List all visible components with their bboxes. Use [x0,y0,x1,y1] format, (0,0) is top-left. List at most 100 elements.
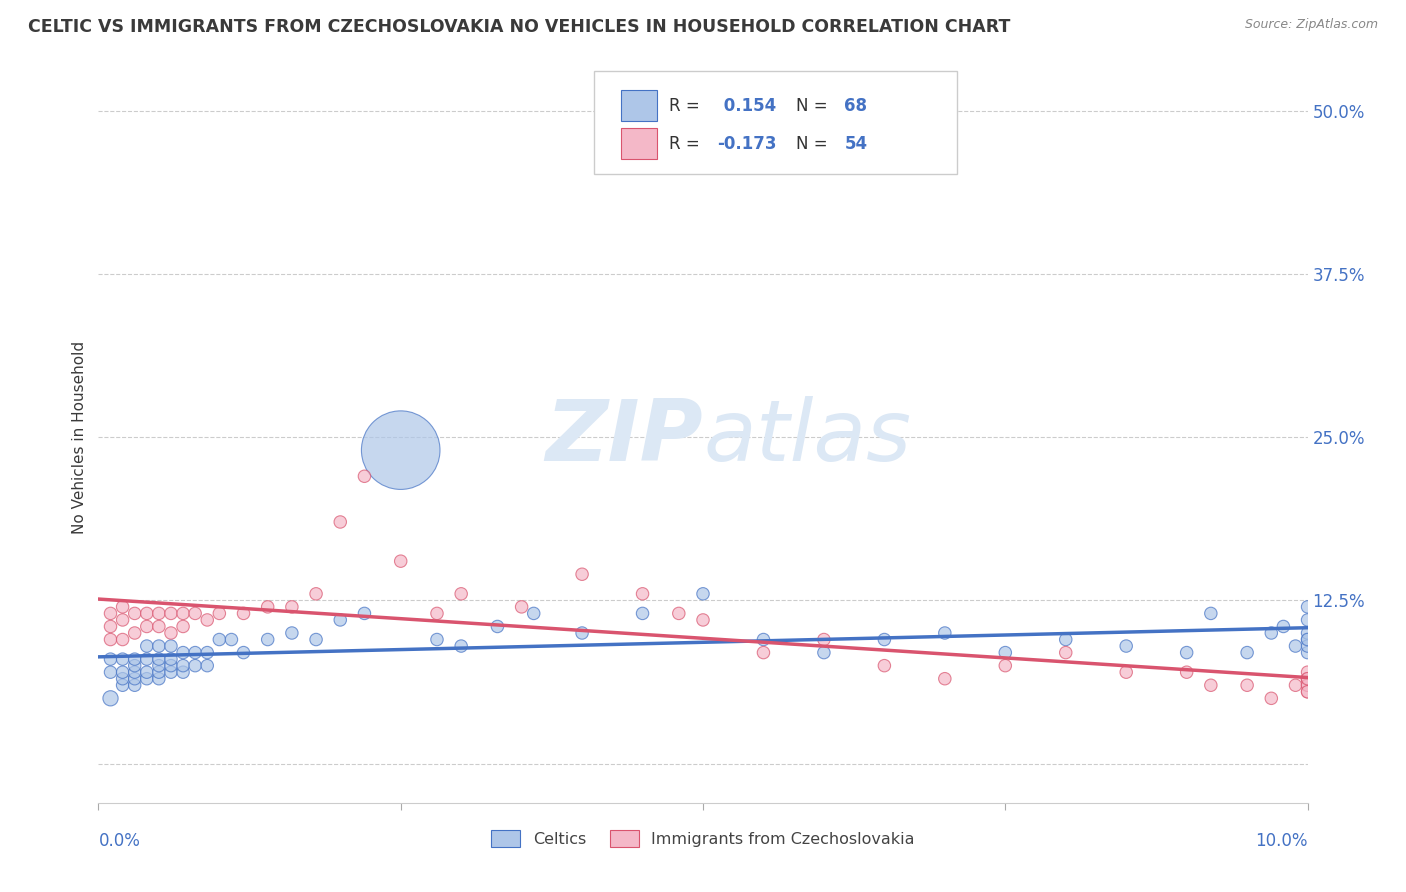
Point [1199,607,1222,621]
Point [329,613,352,627]
Point [510,599,533,614]
Point [172,665,194,680]
Bar [621,128,657,159]
Point [135,619,157,633]
Point [668,607,690,621]
Point [184,658,207,673]
Point [124,665,146,680]
Point [281,626,304,640]
Point [450,639,472,653]
Text: N =: N = [796,96,832,115]
Point [111,613,134,627]
Point [1284,639,1306,653]
Text: atlas: atlas [703,395,911,479]
Point [305,632,328,647]
Point [195,658,218,673]
Point [160,652,183,666]
Point [232,646,254,660]
Point [135,672,157,686]
Point [752,632,775,647]
Y-axis label: No Vehicles in Household: No Vehicles in Household [72,341,87,533]
Point [135,652,157,666]
Point [111,632,134,647]
Point [1115,665,1137,680]
Point [486,619,509,633]
Point [1260,691,1282,706]
Point [148,665,170,680]
Point [692,587,714,601]
Point [100,665,122,680]
Point [160,639,183,653]
Point [873,632,896,647]
Point [873,658,896,673]
Point [111,678,134,692]
Point [256,632,278,647]
Point [631,587,654,601]
Point [813,632,835,647]
Point [1296,672,1319,686]
Point [631,607,654,621]
Text: 10.0%: 10.0% [1256,832,1308,850]
Point [1296,626,1319,640]
Point [135,639,157,653]
Text: 68: 68 [845,96,868,115]
Point [172,646,194,660]
Point [1296,678,1319,692]
Point [1175,646,1198,660]
Point [100,691,122,706]
Text: 54: 54 [845,135,868,153]
Point [124,658,146,673]
Point [692,613,714,627]
Text: 0.154: 0.154 [717,96,776,115]
Legend: Celtics, Immigrants from Czechoslovakia: Celtics, Immigrants from Czechoslovakia [485,824,921,854]
Point [934,626,956,640]
Point [329,515,352,529]
Point [160,626,183,640]
Point [1296,665,1319,680]
Point [994,658,1017,673]
Point [1296,613,1319,627]
Point [148,607,170,621]
Text: 0.0%: 0.0% [98,832,141,850]
Point [148,639,170,653]
Point [100,632,122,647]
Text: N =: N = [796,135,832,153]
Point [389,554,412,568]
Point [1296,632,1319,647]
Point [172,607,194,621]
Point [934,672,956,686]
Point [184,607,207,621]
Point [1284,678,1306,692]
Point [160,658,183,673]
Point [160,607,183,621]
Point [426,607,449,621]
Point [389,443,412,458]
Point [1296,685,1319,699]
Point [426,632,449,647]
Point [100,652,122,666]
Point [1296,599,1319,614]
Text: R =: R = [669,135,706,153]
FancyBboxPatch shape [595,71,957,174]
Point [111,652,134,666]
Point [571,626,593,640]
Bar [621,90,657,121]
Point [813,646,835,660]
Point [111,665,134,680]
Point [208,632,231,647]
Point [353,607,375,621]
Text: R =: R = [669,96,706,115]
Point [994,646,1017,660]
Point [172,619,194,633]
Point [184,646,207,660]
Point [1296,678,1319,692]
Point [221,632,243,647]
Point [208,607,231,621]
Point [281,599,304,614]
Point [1296,646,1319,660]
Point [1296,672,1319,686]
Point [353,469,375,483]
Point [148,619,170,633]
Point [111,599,134,614]
Point [124,672,146,686]
